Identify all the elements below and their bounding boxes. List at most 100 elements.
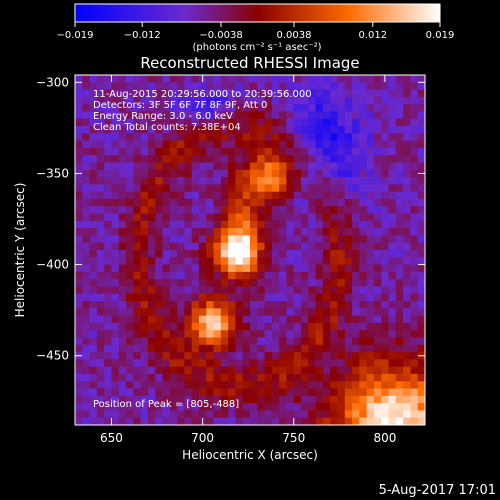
heatmap-cell bbox=[373, 162, 382, 171]
heatmap-cell bbox=[279, 147, 288, 156]
heatmap-cells bbox=[75, 75, 425, 425]
heatmap-cell bbox=[228, 359, 237, 368]
heatmap-cell bbox=[242, 220, 251, 229]
heatmap-cell bbox=[89, 118, 98, 127]
heatmap-cell bbox=[417, 264, 425, 273]
heatmap-cell bbox=[410, 126, 419, 134]
heatmap-cell bbox=[301, 75, 309, 83]
heatmap-cell bbox=[395, 271, 404, 280]
heatmap-cell bbox=[82, 177, 91, 185]
heatmap-cell bbox=[177, 381, 185, 390]
heatmap-cell bbox=[293, 191, 302, 200]
heatmap-cell bbox=[140, 191, 149, 200]
heatmap-cell bbox=[89, 155, 98, 164]
heatmap-cell bbox=[352, 381, 360, 390]
heatmap-cell bbox=[206, 126, 215, 134]
heatmap-cell bbox=[322, 308, 331, 317]
heatmap-cell bbox=[242, 271, 251, 280]
heatmap-cell bbox=[133, 198, 142, 207]
heatmap-cell bbox=[118, 155, 127, 164]
heatmap-cell bbox=[177, 395, 185, 404]
heatmap-cell bbox=[235, 352, 244, 360]
heatmap-cell bbox=[250, 301, 258, 309]
heatmap-cell bbox=[301, 82, 309, 91]
heatmap-cell bbox=[177, 162, 185, 171]
heatmap-cell bbox=[177, 140, 185, 149]
heatmap-cell bbox=[235, 337, 244, 346]
heatmap-cell bbox=[213, 286, 222, 295]
heatmap-cell bbox=[322, 82, 331, 91]
heatmap-cell bbox=[220, 104, 229, 113]
heatmap-cell bbox=[75, 337, 83, 346]
heatmap-cell bbox=[322, 206, 331, 215]
heatmap-cell bbox=[395, 417, 404, 425]
heatmap-cell bbox=[301, 344, 309, 353]
heatmap-cell bbox=[177, 198, 185, 207]
heatmap-cell bbox=[293, 308, 302, 317]
heatmap-cell bbox=[198, 177, 207, 185]
heatmap-cell bbox=[359, 140, 368, 149]
heatmap-cell bbox=[82, 104, 91, 113]
heatmap-cell bbox=[344, 82, 353, 91]
heatmap-cell bbox=[198, 403, 207, 412]
heatmap-cell bbox=[330, 89, 339, 98]
heatmap-cell bbox=[184, 308, 193, 317]
heatmap-cell bbox=[373, 417, 382, 425]
heatmap-cell bbox=[198, 118, 207, 127]
heatmap-cell bbox=[155, 308, 164, 317]
heatmap-cell bbox=[140, 395, 149, 404]
heatmap-cell bbox=[417, 147, 425, 156]
heatmap-cell bbox=[118, 191, 127, 200]
heatmap-cell bbox=[330, 417, 339, 425]
heatmap-cell bbox=[315, 235, 324, 244]
heatmap-cell bbox=[228, 235, 237, 244]
heatmap-cell bbox=[155, 344, 164, 353]
heatmap-cell bbox=[250, 322, 258, 331]
heatmap-cell bbox=[395, 257, 404, 266]
heatmap-cell bbox=[177, 301, 185, 309]
heatmap-cell bbox=[301, 257, 309, 266]
heatmap-cell bbox=[286, 147, 295, 156]
heatmap-cell bbox=[126, 293, 134, 302]
heatmap-cell bbox=[359, 118, 368, 127]
heatmap-cell bbox=[89, 228, 98, 237]
colorbar-ticks: −0.019 −0.012 −0.0038 0.0038 0.012 0.019 bbox=[56, 22, 454, 41]
heatmap-cell bbox=[198, 388, 207, 397]
heatmap-cell bbox=[184, 75, 193, 83]
heatmap-cell bbox=[235, 403, 244, 412]
heatmap-cell bbox=[381, 140, 390, 149]
heatmap-cell bbox=[250, 417, 258, 425]
heatmap-cell bbox=[366, 228, 375, 237]
heatmap-cell bbox=[381, 126, 390, 134]
heatmap-cell bbox=[104, 235, 113, 244]
heatmap-cell bbox=[191, 322, 200, 331]
heatmap-cell bbox=[191, 373, 200, 382]
heatmap-cell bbox=[242, 228, 251, 237]
heatmap-cell bbox=[330, 96, 339, 105]
heatmap-cell bbox=[235, 381, 244, 390]
heatmap-cell bbox=[388, 184, 397, 193]
heatmap-cell bbox=[118, 198, 127, 207]
heatmap-cell bbox=[220, 184, 229, 193]
heatmap-cell bbox=[330, 184, 339, 193]
heatmap-cell bbox=[279, 184, 288, 193]
heatmap-cell bbox=[403, 395, 412, 404]
heatmap-cell bbox=[395, 82, 404, 91]
heatmap-cell bbox=[220, 337, 229, 346]
heatmap-cell bbox=[257, 381, 266, 390]
heatmap-cell bbox=[184, 359, 193, 368]
heatmap-cell bbox=[177, 169, 185, 178]
colorbar-tick-label: 0.012 bbox=[358, 30, 387, 41]
heatmap-cell bbox=[96, 198, 105, 207]
heatmap-cell bbox=[96, 395, 105, 404]
heatmap-cell bbox=[322, 111, 331, 120]
heatmap-cell bbox=[242, 242, 251, 251]
heatmap-cell bbox=[126, 177, 134, 185]
heatmap-cell bbox=[111, 213, 120, 222]
heatmap-cell bbox=[359, 213, 368, 222]
heatmap-cell bbox=[82, 250, 91, 258]
heatmap-cell bbox=[257, 111, 266, 120]
heatmap-cell bbox=[322, 271, 331, 280]
heatmap-cell bbox=[206, 250, 215, 258]
heatmap-cell bbox=[118, 162, 127, 171]
